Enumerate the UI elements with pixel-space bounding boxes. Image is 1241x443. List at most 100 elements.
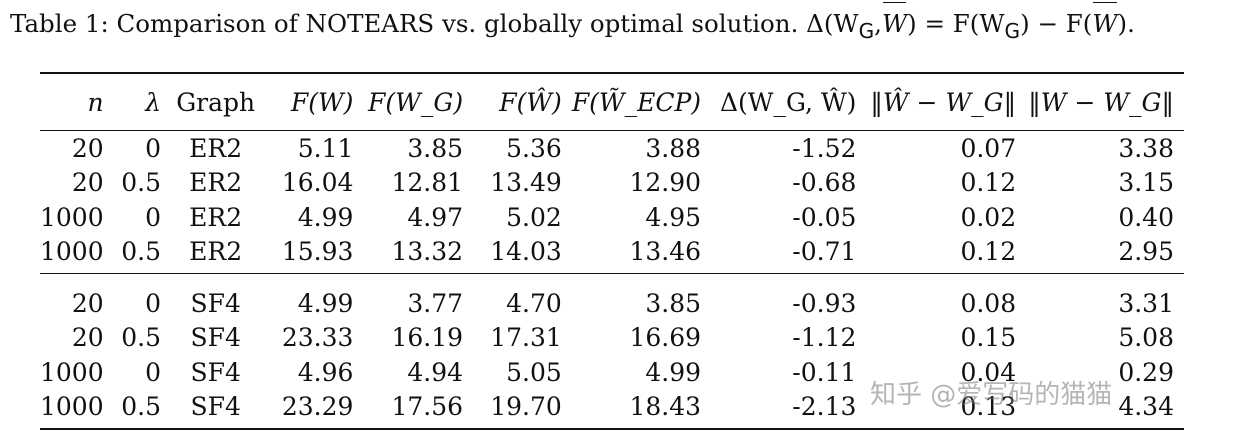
- table-caption: Table 1: Comparison of NOTEARS vs. globa…: [10, 2, 1238, 51]
- cell-f-w: 16.04: [281, 168, 354, 198]
- cell-graph: SF4: [171, 389, 271, 430]
- cell-norm-what-wg: 0.07: [960, 133, 1017, 163]
- cell-f-wecp: 4.95: [645, 202, 702, 232]
- results-table: n λ Graph F(W) F(W_G) F(Ŵ) F(W̃_ECP) Δ(W…: [40, 72, 1184, 430]
- cell-delta: -1.52: [792, 133, 857, 163]
- table-row: 20 0.5 SF4 23.33 16.19 17.31 16.69 -1.12 0.15 5.0…: [40, 321, 1184, 356]
- cell-f-wecp: 16.69: [629, 323, 702, 353]
- cell-n: 20: [71, 288, 104, 318]
- cell-n: 20: [71, 133, 104, 163]
- cell-delta: -0.71: [711, 234, 867, 274]
- cell-norm-what-wg: 0.12: [866, 234, 1027, 274]
- header-n: n: [40, 72, 114, 131]
- cell-n: 1000: [40, 389, 114, 430]
- cell-f-what: 17.31: [490, 323, 562, 353]
- table-row: 1000 0 SF4 4.96 4.94 5.05 4.99 -0.11 0.04 0.29: [40, 355, 1184, 390]
- table-header-row: n λ Graph F(W) F(W_G) F(Ŵ) F(W̃_ECP) Δ(W…: [40, 72, 1184, 131]
- cell-norm-w-wg: 2.95: [1026, 234, 1184, 274]
- header-f-w: F(W): [270, 72, 364, 131]
- cell-norm-what-wg: 0.08: [960, 288, 1017, 318]
- cell-f-wg: 3.85: [407, 133, 464, 163]
- cell-f-wecp: 12.90: [629, 168, 702, 198]
- header-delta: Δ(W_G, Ŵ): [711, 72, 867, 131]
- table-row: 1000 0 ER2 4.99 4.97 5.02 4.95 -0.05 0.02 0.40: [40, 200, 1184, 235]
- table-row: 1000 0.5 SF4 23.29 17.56 19.70 18.43 -2.13 0.13 4…: [40, 389, 1184, 430]
- cell-norm-what-wg: 0.12: [960, 168, 1017, 198]
- cell-f-what: 13.49: [490, 168, 562, 198]
- cell-f-w: 4.99: [297, 288, 354, 318]
- cell-n: 1000: [40, 202, 104, 232]
- header-graph: Graph: [171, 72, 271, 131]
- cell-f-w: 4.96: [297, 357, 354, 387]
- cell-lambda: 0: [145, 202, 162, 232]
- cell-delta: -2.13: [711, 389, 867, 430]
- cell-norm-w-wg: 4.34: [1026, 389, 1184, 430]
- caption-w-hat-2: W: [1092, 9, 1118, 38]
- cell-norm-w-wg: 5.08: [1118, 323, 1174, 353]
- watermark: 知乎 @爱写码的猫猫: [870, 380, 1113, 410]
- cell-norm-what-wg: 0.02: [960, 202, 1017, 232]
- caption-what: W: [882, 2, 907, 44]
- cell-f-wg: 16.19: [391, 323, 464, 353]
- caption-text: Table 1: Comparison of NOTEARS vs. globa…: [10, 9, 859, 38]
- cell-f-wg: 13.32: [363, 234, 474, 274]
- cell-lambda: 0.5: [121, 323, 162, 353]
- cell-f-wg: 17.56: [363, 389, 474, 430]
- cell-f-what: 5.02: [506, 202, 562, 232]
- cell-n: 20: [71, 323, 104, 353]
- cell-f-wecp: 3.85: [645, 288, 702, 318]
- header-norm-w-wg: ‖W − W_G‖: [1026, 72, 1184, 131]
- caption-text: ).: [1117, 9, 1135, 38]
- cell-graph: ER2: [189, 168, 243, 198]
- header-f-wecp: F(W̃_ECP): [571, 72, 712, 131]
- cell-f-what: 5.36: [506, 133, 562, 163]
- cell-norm-w-wg: 3.15: [1118, 168, 1174, 198]
- table-row: 1000 0.5 ER2 15.93 13.32 14.03 13.46 -0.71 0.12 2…: [40, 234, 1184, 274]
- cell-f-what: 19.70: [473, 389, 572, 430]
- cell-f-w: 15.93: [270, 234, 364, 274]
- cell-f-w: 5.11: [297, 133, 354, 163]
- table-row: 20 0 SF4 4.99 3.77 4.70 3.85 -0.93 0.08 3.31: [40, 274, 1184, 321]
- cell-lambda: 0.5: [113, 389, 172, 430]
- cell-lambda: 0: [145, 133, 162, 163]
- cell-lambda: 0.5: [113, 234, 172, 274]
- cell-graph: ER2: [189, 202, 243, 232]
- cell-delta: -0.05: [792, 202, 857, 232]
- cell-delta: -1.12: [792, 323, 857, 353]
- cell-norm-w-wg: 0.29: [1118, 357, 1174, 387]
- caption-text: ,: [874, 9, 882, 38]
- caption-text: ) − F(: [1020, 9, 1093, 38]
- caption-subscript: G: [1004, 18, 1021, 43]
- cell-norm-w-wg: 0.40: [1118, 202, 1174, 232]
- cell-f-wg: 4.97: [407, 202, 464, 232]
- cell-delta: -0.11: [792, 357, 857, 387]
- cell-f-wg: 12.81: [391, 168, 464, 198]
- cell-lambda: 0.5: [121, 168, 162, 198]
- cell-f-what: 4.70: [506, 288, 562, 318]
- cell-lambda: 0: [145, 288, 162, 318]
- header-norm-what-wg: ‖Ŵ − W_G‖: [866, 72, 1027, 131]
- table-row: 20 0.5 ER2 16.04 12.81 13.49 12.90 -0.68 0.12 3.1…: [40, 166, 1184, 201]
- cell-f-what: 5.05: [506, 357, 562, 387]
- header-f-what: F(Ŵ): [473, 72, 572, 131]
- header-f-wg: F(W_G): [363, 72, 474, 131]
- caption-what: W: [1092, 2, 1118, 44]
- cell-delta: -0.93: [792, 288, 857, 318]
- cell-f-wg: 3.77: [407, 288, 464, 318]
- caption-text: ) = F(W: [907, 9, 1005, 38]
- cell-graph: SF4: [190, 288, 241, 318]
- cell-norm-what-wg: 0.04: [960, 357, 1017, 387]
- cell-f-w: 23.29: [270, 389, 364, 430]
- cell-graph: ER2: [171, 234, 271, 274]
- cell-norm-what-wg: 0.13: [866, 389, 1027, 430]
- cell-f-wecp: 13.46: [571, 234, 712, 274]
- cell-f-wecp: 18.43: [571, 389, 712, 430]
- table-row: 20 0 ER2 5.11 3.85 5.36 3.88 -1.52 0.07 3.38: [40, 131, 1184, 166]
- cell-n: 1000: [40, 357, 104, 387]
- cell-norm-w-wg: 3.38: [1118, 133, 1174, 163]
- header-lambda: λ: [113, 72, 172, 131]
- cell-f-wg: 4.94: [407, 357, 464, 387]
- cell-graph: SF4: [190, 357, 241, 387]
- caption-subscript: G: [858, 18, 875, 43]
- cell-graph: SF4: [190, 323, 241, 353]
